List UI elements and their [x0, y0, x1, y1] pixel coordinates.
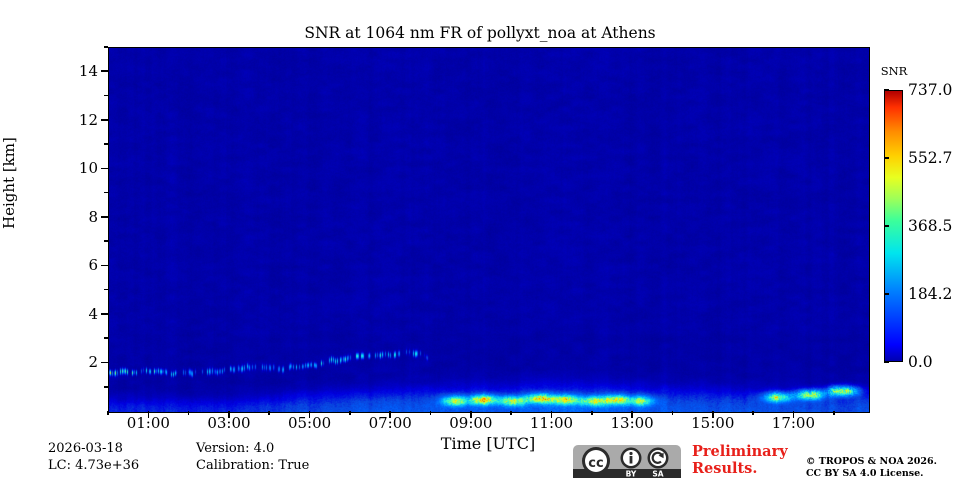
x-tick-minor: [752, 411, 754, 415]
footer-date: 2026-03-18: [48, 441, 123, 456]
x-tick-label: 05:00: [287, 414, 332, 432]
y-tick-label: 8: [88, 207, 98, 226]
colorbar-tick-label: 368.5: [908, 217, 953, 235]
x-tick-major: [308, 411, 311, 418]
colorbar-tick: [884, 225, 889, 227]
y-tick-minor: [104, 143, 108, 145]
x-tick-minor: [268, 411, 271, 415]
copyright-line-2: CC BY SA 4.0 License.: [806, 468, 924, 479]
x-tick-minor: [107, 411, 109, 415]
y-tick-major: [101, 264, 108, 267]
x-tick-label: 03:00: [207, 414, 251, 432]
x-tick-major: [711, 411, 714, 418]
heatmap-plot-area[interactable]: [108, 47, 870, 413]
y-tick-minor: [104, 385, 108, 388]
colorbar-tick: [884, 89, 889, 91]
preliminary-results-note: Preliminary Results.: [692, 443, 788, 477]
creative-commons-badge-icon[interactable]: cc BY SA: [573, 445, 681, 479]
y-tick-label: 14: [78, 62, 98, 81]
y-tick-major: [101, 70, 108, 73]
y-tick-major: [101, 313, 108, 315]
snr-heatmap-canvas: [109, 48, 869, 412]
x-axis-title: Time [UTC]: [440, 434, 536, 453]
colorbar-tick-label: 184.2: [908, 285, 953, 304]
y-tick-major: [101, 216, 108, 218]
copyright-line-1: © TROPOS & NOA 2026.: [806, 456, 937, 467]
y-tick-minor: [104, 288, 108, 291]
x-tick-minor: [671, 411, 674, 415]
y-tick-minor: [104, 191, 108, 194]
x-tick-label: 15:00: [691, 414, 735, 432]
x-tick-label: 07:00: [368, 414, 412, 432]
x-tick-major: [470, 411, 472, 418]
footer-calibration: Calibration: True: [196, 458, 310, 473]
y-tick-label: 6: [88, 256, 98, 275]
y-tick-minor: [104, 46, 108, 48]
colorbar-tick: [884, 157, 889, 159]
x-tick-major: [550, 411, 553, 418]
x-tick-major: [792, 411, 795, 418]
cc-by-sa-icon: cc BY SA: [573, 445, 681, 479]
x-tick-label: 01:00: [126, 414, 170, 432]
x-tick-minor: [349, 411, 351, 415]
y-tick-label: 4: [88, 304, 98, 323]
colorbar-tick-label: 737.0: [908, 81, 953, 99]
svg-text:BY: BY: [626, 470, 637, 479]
x-tick-label: 17:00: [771, 414, 816, 432]
x-tick-minor: [429, 411, 432, 415]
x-tick-minor: [591, 411, 593, 415]
x-tick-label: 11:00: [529, 414, 574, 432]
x-tick-minor: [510, 411, 512, 415]
y-tick-label: 10: [78, 159, 98, 178]
footer-version: Version: 4.0: [196, 441, 275, 456]
svg-text:SA: SA: [652, 470, 663, 479]
colorbar-tick-label: 0.0: [908, 353, 933, 371]
y-tick-major: [101, 167, 108, 170]
y-tick-minor: [104, 240, 108, 242]
y-tick-label: 2: [88, 353, 98, 372]
x-tick-label: 09:00: [449, 414, 493, 432]
x-tick-minor: [832, 411, 835, 415]
x-tick-major: [147, 411, 150, 418]
page-title: SNR at 1064 nm FR of pollyxt_noa at Athe…: [304, 24, 656, 42]
x-tick-label: 13:00: [610, 414, 654, 432]
y-tick-label: 12: [78, 110, 98, 129]
x-tick-minor: [187, 411, 190, 415]
x-tick-major: [389, 411, 392, 418]
colorbar-tick-label: 552.7: [908, 149, 953, 168]
x-tick-major: [631, 411, 633, 418]
colorbar-tick: [884, 361, 889, 363]
y-tick-minor: [104, 94, 108, 97]
colorbar-tick: [884, 293, 889, 295]
y-tick-major: [101, 119, 108, 121]
y-tick-minor: [104, 337, 108, 339]
colorbar-title: SNR: [880, 64, 908, 78]
x-tick-major: [228, 411, 230, 418]
y-tick-major: [101, 361, 108, 364]
y-axis-title: Height [km]: [0, 137, 18, 229]
footer-lidar-const: LC: 4.73e+36: [48, 458, 140, 473]
svg-text:cc: cc: [588, 456, 603, 471]
